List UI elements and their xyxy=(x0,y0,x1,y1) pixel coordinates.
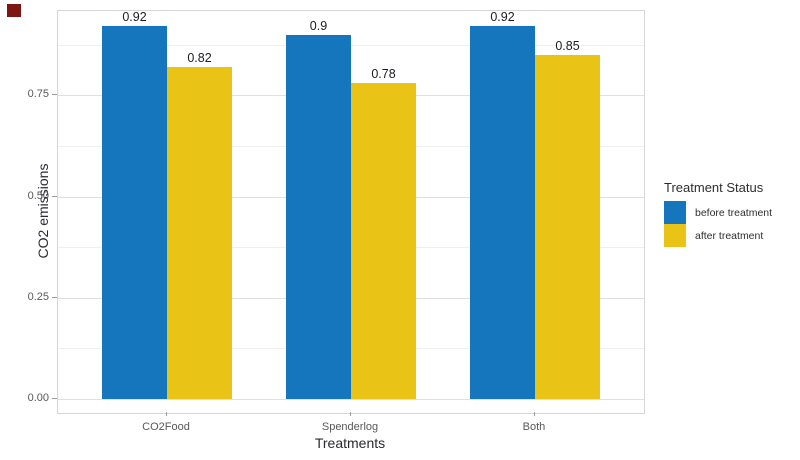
bar-before-treatment xyxy=(102,26,167,399)
bar-value-label: 0.92 xyxy=(122,10,147,25)
x-tick-label: Spenderlog xyxy=(321,421,379,433)
y-tick-label: 0.75 xyxy=(27,88,49,101)
legend-title: Treatment Status xyxy=(664,180,764,195)
y-tick-label: 0.25 xyxy=(27,290,49,303)
x-tick-mark xyxy=(350,412,351,416)
plot-panel: 0.92 0.9 0.92 0.82 0.78 0.85 xyxy=(57,10,645,414)
y-axis-title: CO2 emissions xyxy=(35,163,51,259)
y-tick-label: 0.50 xyxy=(27,189,49,202)
y-tick-mark xyxy=(52,398,57,399)
bar-after-treatment xyxy=(535,54,600,399)
bar-before-treatment xyxy=(286,34,351,399)
legend-item: after treatment xyxy=(664,224,798,247)
record-indicator-square xyxy=(7,4,21,17)
bar-value-label: 0.82 xyxy=(187,50,212,65)
x-tick-label: CO2Food xyxy=(142,421,190,433)
y-tick-mark xyxy=(52,195,57,197)
x-axis-title: Treatments xyxy=(314,435,386,451)
bar-value-label: 0.9 xyxy=(309,18,328,33)
bar-before-treatment xyxy=(470,26,535,399)
bar-after-treatment xyxy=(351,83,416,399)
bar-value-label: 0.78 xyxy=(371,67,396,82)
legend-key-swatch xyxy=(664,224,686,247)
gridline-minor xyxy=(58,44,644,46)
bar-after-treatment xyxy=(167,66,232,399)
legend-items: before treatment after treatment xyxy=(664,201,798,247)
legend-item-label: before treatment xyxy=(695,206,773,219)
x-tick-mark xyxy=(534,412,535,416)
bar-value-label: 0.92 xyxy=(490,10,515,25)
legend-key-swatch xyxy=(664,201,686,224)
legend-item-label: after treatment xyxy=(695,229,764,242)
legend: Treatment Status before treatment after t… xyxy=(664,180,798,247)
y-tick-mark xyxy=(52,296,57,298)
y-tick-mark xyxy=(52,94,57,96)
y-tick-label: 0.00 xyxy=(27,392,49,404)
x-tick-label: Both xyxy=(522,421,546,433)
legend-item: before treatment xyxy=(664,201,798,224)
x-tick-mark xyxy=(166,412,167,416)
gridline-major xyxy=(58,399,644,400)
bar-value-label: 0.85 xyxy=(555,38,580,53)
